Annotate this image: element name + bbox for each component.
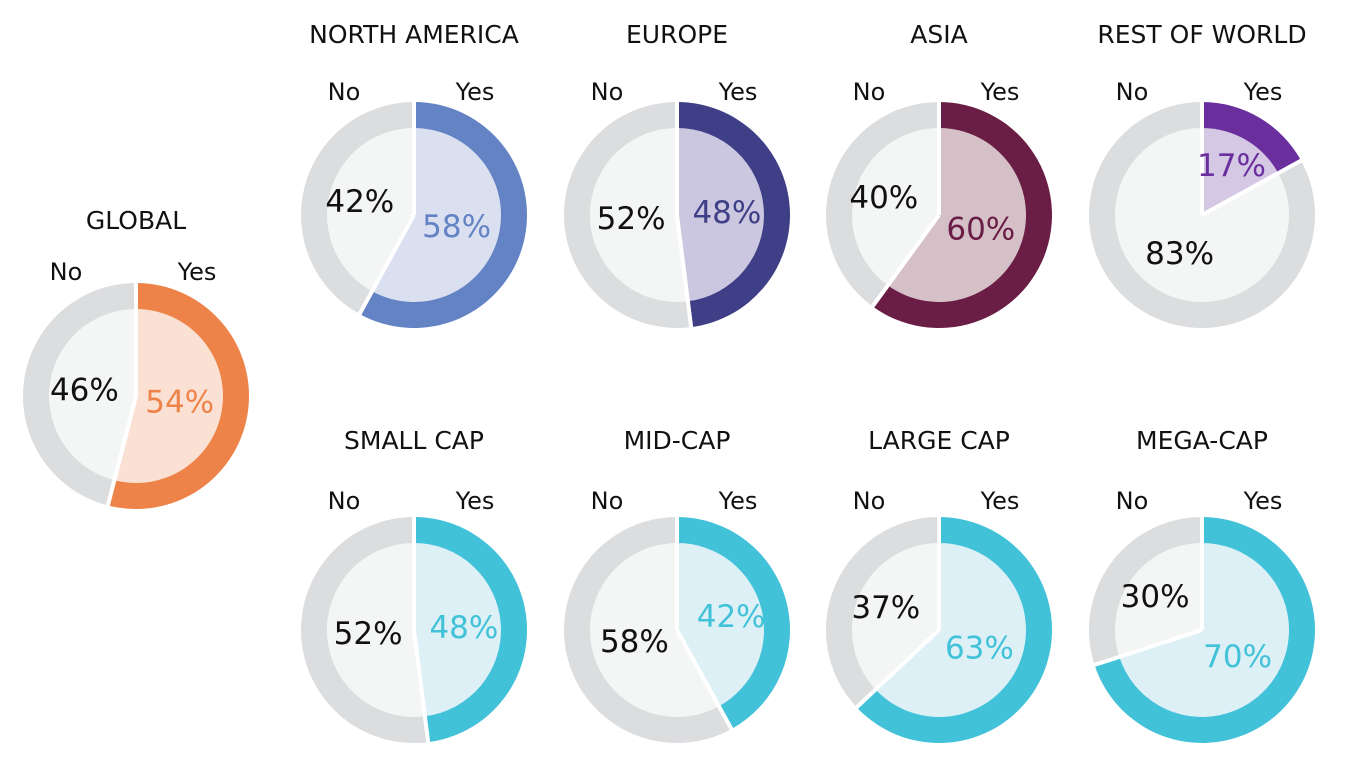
no-slice-inner [851,542,939,690]
chart-title: MID-CAP [624,426,731,455]
chart-title: ASIA [910,20,967,49]
chart-title: REST OF WORLD [1097,20,1306,49]
chart-title: NORTH AMERICA [309,20,519,49]
yes-value-label: 48% [429,610,498,646]
donut-mega-cap: MEGA-CAP No Yes 70% 30% [1088,426,1315,743]
yes-label: Yes [718,78,758,106]
slice-separator [675,629,734,731]
chart-title: MEGA-CAP [1136,426,1268,455]
chart-title: GLOBAL [86,206,186,235]
yes-value-label: 42% [697,599,766,635]
yes-value-label: 54% [145,385,214,421]
chart-title: SMALL CAP [344,426,484,455]
no-label: No [591,487,624,515]
yes-slice-inner [875,543,1026,717]
yes-label: Yes [980,78,1020,106]
yes-label: Yes [718,487,758,515]
chart-title: EUROPE [626,20,728,49]
slice-separator [870,213,941,309]
slice-separator [1092,628,1203,668]
yes-value-label: 63% [945,631,1014,667]
no-value-label: 40% [849,180,918,216]
donut-large-cap: LARGE CAP No Yes 63% 37% [826,426,1053,743]
no-slice-inner [326,543,425,717]
no-value-label: 42% [325,184,394,220]
yes-label: Yes [455,78,495,106]
no-slice-inner [48,309,136,481]
yes-value-label: 70% [1203,639,1272,675]
yes-slice-inner [887,128,1027,303]
yes-value-label: 60% [946,212,1015,248]
donut-north-america: NORTH AMERICA No Yes 58% 42% [301,20,528,328]
no-label: No [591,78,624,106]
yes-value-label: 48% [692,195,761,231]
no-value-label: 52% [597,201,666,237]
no-label: No [328,487,361,515]
slice-separator [675,214,694,329]
yes-label: Yes [980,487,1020,515]
yes-slice-inner [114,309,223,484]
no-slice-inner [852,128,939,286]
donut-small-cap: SMALL CAP No Yes 48% 52% [301,426,528,744]
no-value-label: 52% [334,616,403,652]
no-value-label: 58% [600,624,669,660]
slice-separator [854,628,941,710]
yes-slice-inner [372,128,502,302]
yes-value-label: 58% [422,209,491,245]
no-value-label: 30% [1121,579,1190,615]
no-slice-inner [1115,543,1202,657]
donut-mid-cap: MID-CAP No Yes 42% 58% [563,426,790,743]
slice-separator [412,629,431,744]
no-label: No [50,258,83,286]
yes-slice-inner [677,128,764,302]
no-slice-inner [589,543,719,717]
yes-label: Yes [1243,78,1283,106]
yes-slice-inner [1119,543,1290,717]
yes-label: Yes [455,487,495,515]
no-slice-inner [589,127,688,302]
donut-asia: ASIA No Yes 60% 40% [825,20,1052,328]
yes-value-label: 17% [1197,148,1266,184]
no-label: No [853,487,886,515]
yes-label: Yes [1243,487,1283,515]
donut-rest-of-world: REST OF WORLD No Yes 17% 83% [1088,20,1315,328]
donut-europe: EUROPE No Yes 48% 52% [564,20,791,329]
slice-separator [1201,158,1303,217]
yes-slice-inner [414,543,501,717]
chart-title: LARGE CAP [868,426,1010,455]
no-label: No [328,78,361,106]
slice-separator [105,395,138,507]
yes-label: Yes [177,258,217,286]
no-value-label: 37% [851,590,920,626]
no-label: No [1116,487,1149,515]
yes-slice-inner [1202,128,1279,215]
no-value-label: 83% [1145,236,1214,272]
no-label: No [853,78,886,106]
no-label: No [1116,78,1149,106]
no-value-label: 46% [50,373,119,409]
slice-separator [357,214,416,316]
